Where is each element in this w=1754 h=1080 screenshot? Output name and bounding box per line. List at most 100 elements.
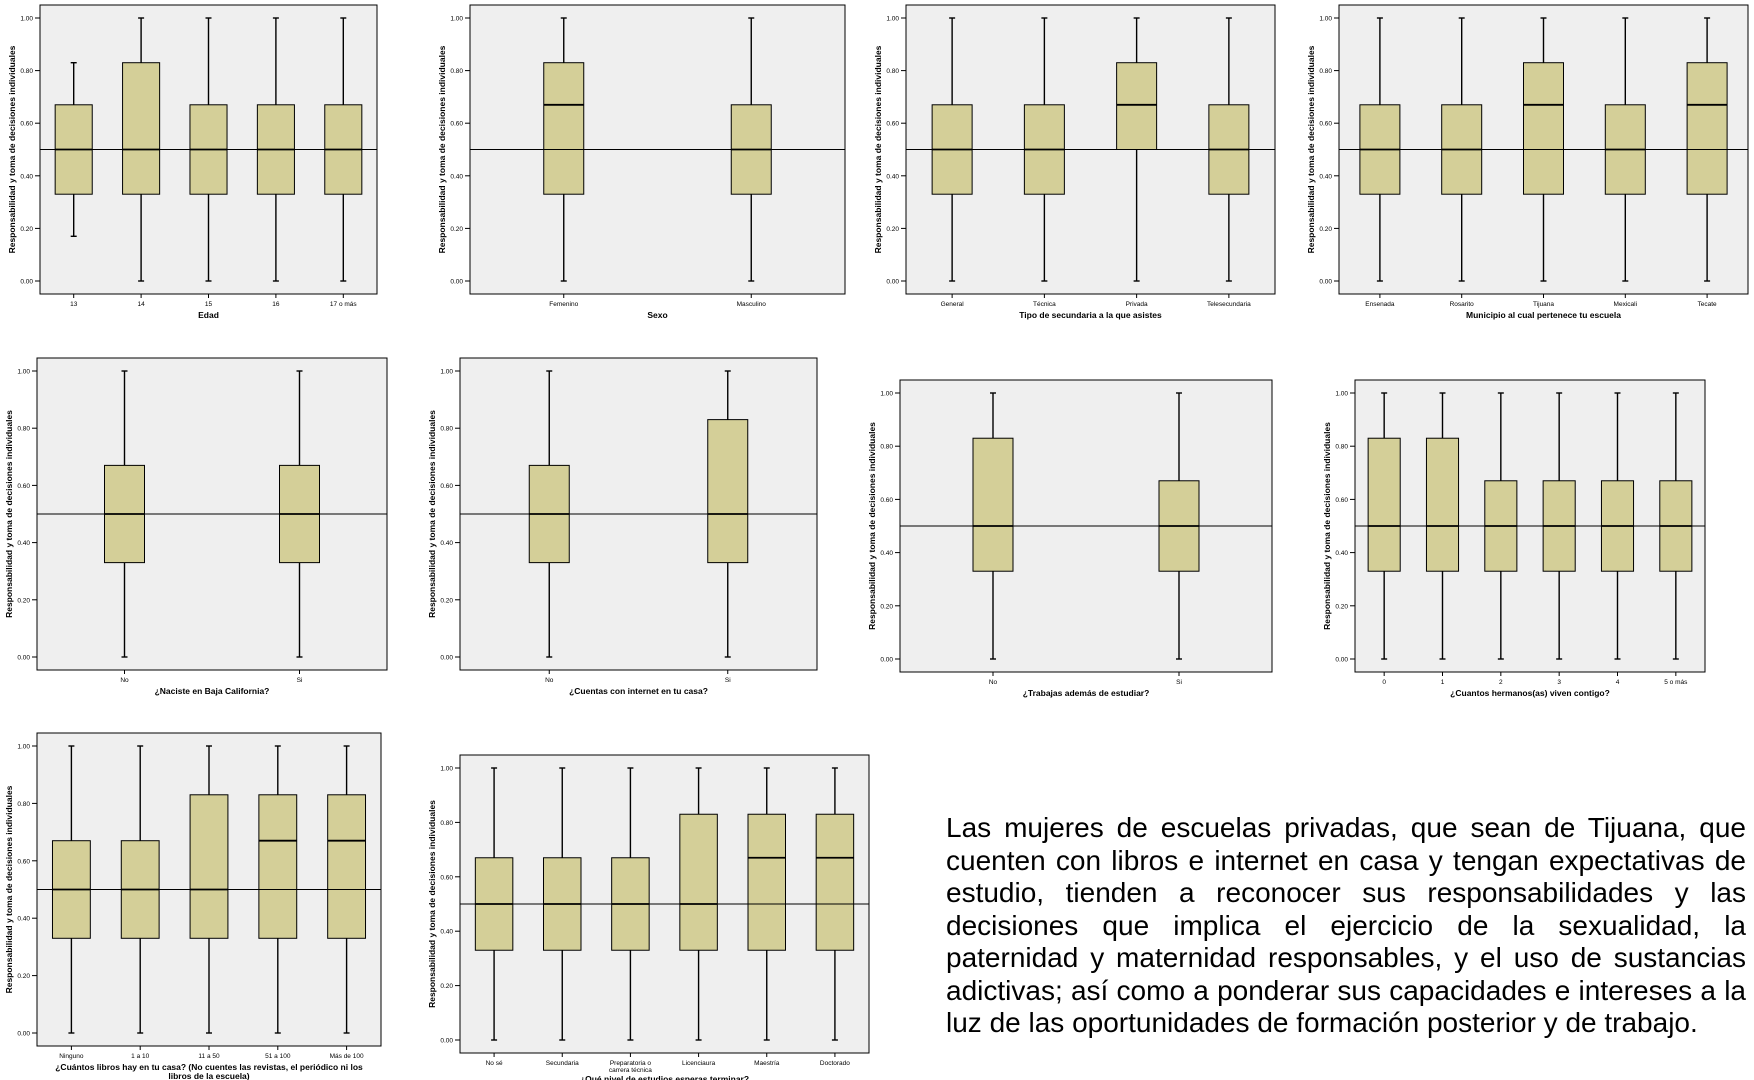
y-tick-label: 0.80 — [17, 801, 30, 808]
y-tick-label: 0.80 — [886, 68, 899, 75]
y-tick-label: 1.00 — [20, 16, 33, 23]
x-axis-title: ¿Trabajas además de estudiar? — [1023, 688, 1150, 698]
y-axis-title: Responsabilidad y toma de decisiones ind… — [427, 410, 437, 618]
y-tick-label: 0.20 — [440, 597, 453, 604]
y-tick-label: 0.60 — [17, 483, 30, 490]
y-tick-label: 0.60 — [1319, 121, 1332, 128]
box-iqr — [707, 419, 749, 564]
y-axis-title: Responsabilidad y toma de decisiones ind… — [873, 45, 883, 253]
y-tick-label: 0.60 — [1335, 497, 1348, 504]
x-tick-label: Técnica — [1033, 301, 1056, 308]
y-tick-label: 0.00 — [880, 657, 893, 664]
x-tick-label: No — [989, 679, 998, 686]
x-tick-label: Si — [725, 677, 731, 684]
y-tick-label: 0.00 — [886, 279, 899, 286]
box-3 — [1116, 17, 1158, 282]
y-tick-label: 0.20 — [17, 973, 30, 980]
box-iqr — [122, 62, 161, 195]
y-tick-label: 0.00 — [450, 279, 463, 286]
x-tick-label: 0 — [1382, 679, 1386, 686]
y-tick-label: 0.80 — [1319, 68, 1332, 75]
x-tick-label: Si — [1176, 679, 1182, 686]
x-axis-title: ¿Naciste en Baja California? — [155, 686, 270, 696]
y-tick-label: 0.00 — [440, 655, 453, 662]
y-tick-label: 0.00 — [1319, 279, 1332, 286]
y-tick-label: 1.00 — [1319, 16, 1332, 23]
boxplot-chart-9: 0.00 0.20 0.40 0.60 0.80 1.00 Responsabilidad … — [4, 732, 382, 1080]
y-tick-label: 0.60 — [886, 121, 899, 128]
x-tick-label: Licenciaura — [682, 1060, 716, 1067]
y-tick-label: 0.40 — [450, 173, 463, 180]
y-axis-title: Responsabilidad y toma de decisiones ind… — [7, 45, 17, 253]
x-tick-label: Si — [297, 677, 303, 684]
y-tick-label: 0.20 — [880, 603, 893, 610]
boxplot-chart-6: 0.00 0.20 0.40 0.60 0.80 1.00 Responsabilidad … — [427, 357, 818, 696]
x-tick-label: 3 — [1557, 679, 1561, 686]
box-iqr — [1523, 62, 1564, 195]
x-axis-title: Tipo de secundaria a la que asistes — [1019, 310, 1162, 320]
x-axis-title: ¿Cuentas con internet en tu casa? — [569, 686, 708, 696]
y-tick-label: 0.40 — [20, 173, 33, 180]
x-tick-label: 5 o más — [1664, 679, 1688, 686]
y-tick-label: 1.00 — [1335, 391, 1348, 398]
y-tick-label: 0.40 — [17, 916, 30, 923]
box-6 — [815, 767, 855, 1041]
y-tick-label: 0.20 — [1319, 226, 1332, 233]
y-tick-label: 0.80 — [440, 820, 453, 827]
y-tick-label: 0.20 — [20, 226, 33, 233]
boxplot-chart-4: 0.00 0.20 0.40 0.60 0.80 1.00 Responsabilidad … — [1306, 4, 1749, 320]
x-tick-label: 17 o más — [330, 301, 357, 308]
boxplot-chart-10: 0.00 0.20 0.40 0.60 0.80 1.00 Responsabilidad … — [427, 754, 870, 1080]
y-tick-label: 1.00 — [880, 391, 893, 398]
x-tick-label: No — [545, 677, 554, 684]
y-tick-label: 0.60 — [440, 874, 453, 881]
y-tick-label: 0.60 — [440, 483, 453, 490]
y-axis-title: Responsabilidad y toma de decisiones ind… — [437, 45, 447, 253]
boxplot-chart-7: 0.00 0.20 0.40 0.60 0.80 1.00 Responsabilidad … — [867, 379, 1273, 698]
y-tick-label: 1.00 — [440, 766, 453, 773]
y-tick-label: 0.40 — [880, 550, 893, 557]
x-tick-label: No — [120, 677, 129, 684]
y-tick-label: 0.80 — [1335, 444, 1348, 451]
y-tick-label: 0.80 — [17, 426, 30, 433]
y-tick-label: 1.00 — [450, 16, 463, 23]
x-tick-label: 13 — [70, 301, 78, 308]
box-1 — [1367, 392, 1401, 660]
x-tick-label: Rosarito — [1450, 301, 1475, 308]
y-tick-label: 1.00 — [17, 369, 30, 376]
box-iqr — [258, 794, 298, 939]
x-tick-label: Masculino — [737, 301, 767, 308]
x-tick-label: General — [941, 301, 965, 308]
x-tick-label: Tijuana — [1533, 301, 1554, 308]
y-tick-label: 1.00 — [440, 369, 453, 376]
x-tick-label: 15 — [205, 301, 213, 308]
x-tick-label: No sé — [486, 1060, 503, 1067]
y-tick-label: 1.00 — [17, 744, 30, 751]
boxplot-chart-5: 0.00 0.20 0.40 0.60 0.80 1.00 Responsabilidad … — [4, 357, 388, 696]
y-axis-title: Responsabilidad y toma de decisiones ind… — [4, 785, 14, 993]
x-tick-label: Telesecundaria — [1207, 301, 1251, 308]
y-axis-title: Responsabilidad y toma de decisiones ind… — [867, 422, 877, 630]
y-tick-label: 0.40 — [17, 540, 30, 547]
x-tick-label: 1 a 10 — [131, 1053, 149, 1060]
x-tick-label: Maestría — [754, 1060, 780, 1067]
x-tick-label: Mexicali — [1614, 301, 1637, 308]
y-tick-label: 0.80 — [880, 444, 893, 451]
summary-paragraph: Las mujeres de escuelas privadas, que se… — [946, 812, 1746, 1038]
x-tick-label: Más de 100 — [330, 1053, 364, 1060]
box-iqr — [1116, 62, 1158, 150]
y-tick-label: 0.60 — [880, 497, 893, 504]
box-2 — [707, 370, 749, 658]
box-1 — [543, 17, 585, 282]
x-tick-label: 4 — [1616, 679, 1620, 686]
x-tick-label: 1 — [1441, 679, 1445, 686]
x-axis-title: ¿Cuantos hermanos(as) viven contigo? — [1450, 688, 1610, 698]
y-tick-label: 0.60 — [20, 121, 33, 128]
y-tick-label: 0.00 — [17, 655, 30, 662]
y-axis-title: Responsabilidad y toma de decisiones ind… — [1306, 45, 1316, 253]
y-tick-label: 0.40 — [440, 929, 453, 936]
boxplot-chart-8: 0.00 0.20 0.40 0.60 0.80 1.00 Responsabilidad … — [1322, 379, 1706, 698]
box-iqr — [679, 813, 718, 951]
y-tick-label: 0.20 — [450, 226, 463, 233]
